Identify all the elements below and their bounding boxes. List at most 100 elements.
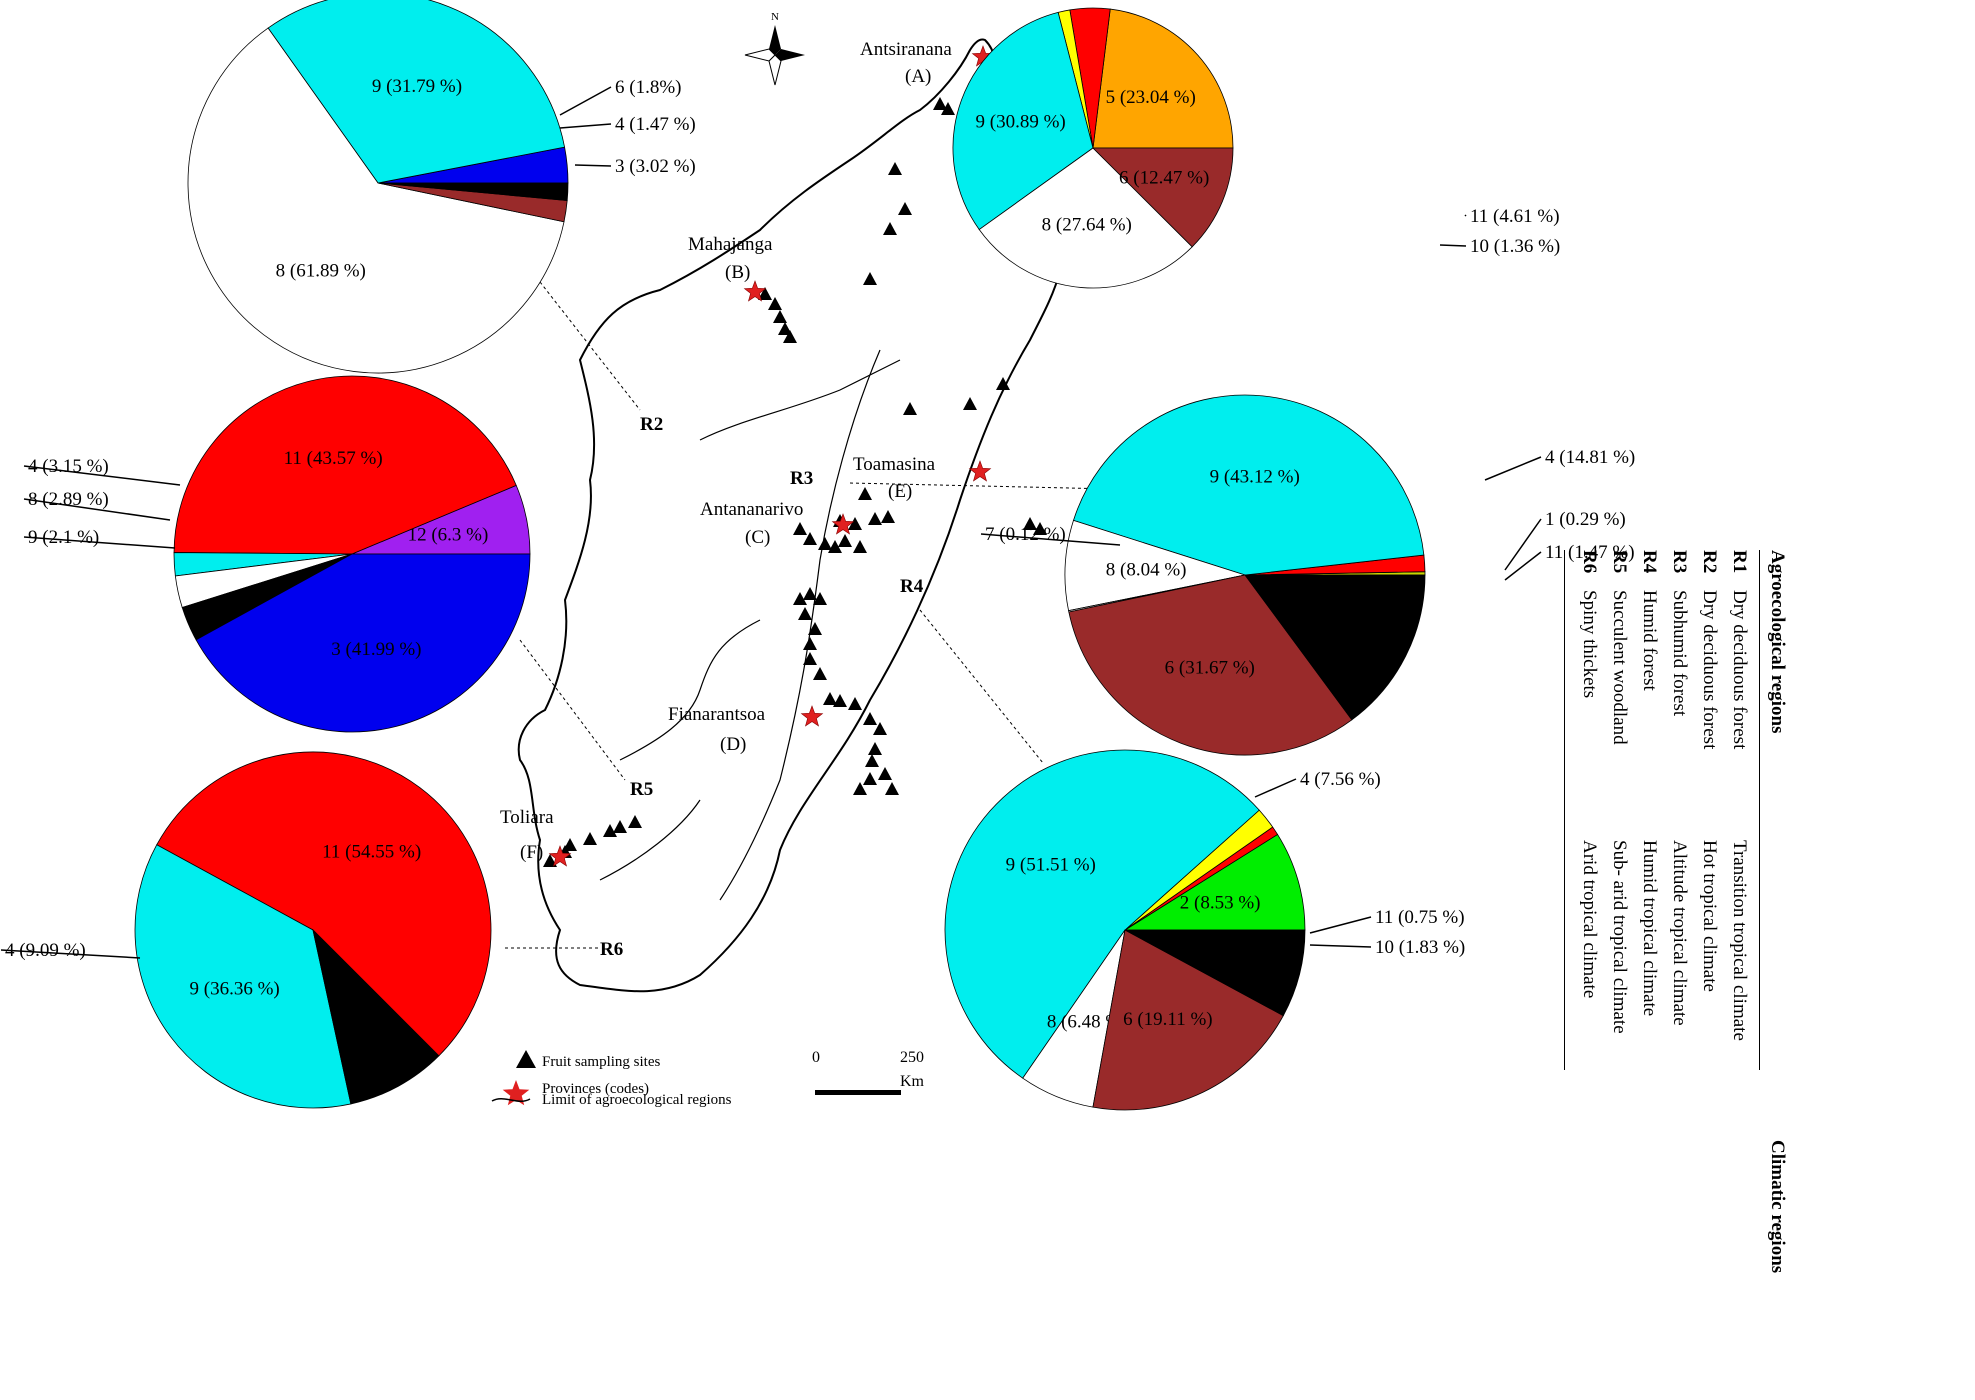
legend-agro-header: Agroecological regions — [1767, 550, 1788, 734]
pie-label-r6-11: 11 (54.55 %) — [322, 842, 421, 863]
sampling-site-marker — [583, 832, 597, 845]
province-code-mahajanga: (B) — [725, 262, 750, 283]
scale-start: 0 — [812, 1049, 820, 1066]
pie-label-r4-9: 9 (51.51 %) — [1006, 854, 1096, 875]
island-outline — [517, 38, 1066, 993]
pie-chart-r1: 5 (23.04 %) 11 (4.61 %) 10 (1.36 %) 9 (30.8… — [952, 7, 1560, 289]
triangle-symbol — [516, 1050, 536, 1068]
pie-pointer-arrow — [559, 123, 612, 129]
pie-pointer-arrow — [0, 949, 141, 959]
scale-bar-line — [815, 1090, 901, 1095]
map-legend: Fruit sampling sites Provinces (codes) L… — [491, 1050, 732, 1108]
pie-label-r2-9: 9 (31.79 %) — [372, 76, 462, 97]
legend-limit-label: Limit of agroecological regions — [542, 1092, 732, 1108]
legend-climate: Altitude tropical climate — [1669, 840, 1690, 1026]
pie-slice-r1-9 — [952, 11, 1094, 231]
pie-slice-r4-2 — [1123, 833, 1306, 931]
pie-slice-r2-8 — [187, 27, 565, 374]
province-star-marker — [743, 280, 767, 302]
star-symbol — [502, 1080, 530, 1106]
pie-slice-r4-4 — [1124, 929, 1306, 1017]
pie-label-r1-11: 11 (4.61 %) — [1470, 206, 1560, 227]
sampling-site-marker — [828, 540, 842, 553]
province-label-antananarivo: Antananarivo — [700, 499, 803, 520]
pie-pointer-arrow — [1484, 456, 1542, 481]
province-label-toliara: Toliara — [500, 807, 554, 828]
sampling-site-marker — [963, 397, 977, 410]
pie-label-r1-5: 5 (23.04 %) — [1106, 87, 1196, 108]
legend-code: R4 — [1639, 550, 1660, 574]
pie-pointer-arrow — [1464, 214, 1467, 217]
sampling-site-marker — [783, 330, 797, 343]
sampling-site-marker — [885, 782, 899, 795]
pie-label-r5-12: 12 (6.3 %) — [408, 525, 489, 546]
sampling-site-marker — [933, 97, 947, 110]
sampling-site-marker — [865, 754, 879, 767]
sampling-site-marker — [881, 510, 895, 523]
sampling-site-marker — [868, 512, 882, 525]
province-label-fianarantsoa: Fianarantsoa — [668, 704, 766, 725]
sampling-site-marker — [848, 697, 862, 710]
pie-label-r5-4: 4 (3.15 %) — [28, 456, 109, 477]
pie-slice-r2-9 — [267, 0, 566, 184]
sampling-site-marker — [883, 222, 897, 235]
province-star-marker — [831, 513, 855, 535]
province-code-antsiranana: (A) — [905, 66, 931, 87]
pie-label-r3-8: 8 (8.04 %) — [1106, 560, 1187, 581]
pie-pointer-arrow — [23, 536, 176, 549]
sampling-site-marker — [1033, 522, 1047, 535]
pie-pointer-arrow — [574, 164, 612, 167]
pie-label-r3-7: 7 (0.12 %) — [985, 524, 1066, 545]
pie-label-r2-3: 3 (3.02 %) — [615, 156, 696, 177]
sampling-site-marker — [878, 767, 892, 780]
pie-label-r1-9: 9 (30.89 %) — [976, 112, 1066, 133]
legend-code: R2 — [1699, 550, 1720, 574]
pie-label-r3-4: 4 (14.81 %) — [1545, 447, 1635, 468]
sampling-site-marker — [603, 824, 617, 837]
sampling-site-marker — [808, 622, 822, 635]
sampling-site-marker — [863, 772, 877, 785]
pie-label-r5-8: 8 (2.89 %) — [28, 489, 109, 510]
sampling-site-marker — [848, 517, 862, 530]
sampling-site-marker — [803, 637, 817, 650]
province-star-marker — [800, 705, 824, 727]
madagascar-map: N Antsiranana (A) Mahajanga (B) Antanana… — [491, 11, 1066, 1108]
pie-label-r2-8: 8 (61.89 %) — [276, 260, 366, 281]
sampling-site-marker — [813, 667, 827, 680]
sampling-site-marker — [868, 742, 882, 755]
region-boundary — [619, 619, 761, 761]
sampling-site-marker — [863, 712, 877, 725]
pie-slice-r5-3 — [195, 553, 531, 733]
legend-agro: Dry deciduous forest — [1729, 590, 1750, 750]
compass-label: N — [771, 11, 779, 23]
province-label-mahajanga: Mahajanga — [688, 234, 773, 255]
pie-label-r5-9: 9 (2.1 %) — [28, 527, 99, 548]
legend-row-r4: R4 Humid forest Humid tropical climate — [1634, 550, 1660, 1016]
pie-label-r4-2: 2 (8.53 %) — [1180, 893, 1261, 914]
sampling-site-marker — [793, 522, 807, 535]
pie-chart-r4: 2 (8.53 %) 11 (0.75 %) 10 (1.83 %) 9 (51.51… — [944, 749, 1465, 1111]
province-markers — [548, 45, 995, 867]
legend-climate: Transition tropical climate — [1729, 840, 1750, 1041]
legend-row-r6: R6 Spiny thickets Arid tropical climate — [1574, 550, 1600, 998]
legend-climate: Hot tropical climate — [1699, 840, 1720, 992]
pie-label-r6-9: 9 (36.36 %) — [190, 979, 280, 1000]
pie-label-r6-4: 4 (9.09 %) — [5, 940, 86, 961]
sampling-site-marker — [563, 838, 577, 851]
pie-slice-r3-9 — [1072, 394, 1425, 576]
region-boundary — [599, 799, 701, 881]
region-label-r4: R4 — [900, 576, 924, 597]
legend-row-r1: R1 Dry deciduous forest Transition tropica… — [1724, 550, 1750, 1041]
pie-slice-r4-9 — [944, 749, 1260, 1079]
pie-chart-r5: 12 (6.3 %) 11 (43.57 %) 9 (2.1 %) 8 (2.89 %… — [23, 375, 531, 733]
sampling-site-marker — [798, 607, 812, 620]
legend-code: R6 — [1579, 550, 1600, 574]
legend-row-r5: R5 Succulent woodland Sub- arid tropical c… — [1604, 550, 1630, 1034]
sampling-site-marker — [613, 820, 627, 833]
legend-code: R3 — [1669, 550, 1690, 574]
region-boundary — [699, 359, 901, 441]
pie-pointer-arrow — [1504, 518, 1542, 571]
pie-slice-r6-11 — [156, 751, 492, 1057]
pie-pointer-arrow — [23, 465, 181, 486]
sampling-site-marker — [543, 854, 557, 867]
